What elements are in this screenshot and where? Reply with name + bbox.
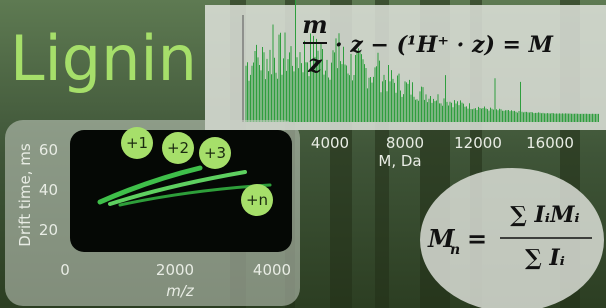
mn-numerator: ∑ IᵢMᵢ xyxy=(510,202,579,228)
eq-denominator: z xyxy=(307,49,323,78)
eq-numerator: m xyxy=(302,10,327,39)
x-tick-label: 4000 xyxy=(253,261,291,279)
y-axis-label: Drift time, ms xyxy=(16,143,34,247)
mn-lhs-sub: n xyxy=(450,242,460,258)
charge-label: +1 xyxy=(126,134,148,152)
x-tick-label: 0 xyxy=(60,261,70,279)
x-tick-label: 16000 xyxy=(526,134,574,152)
eq-rest: · z − (¹H⁺ · z) = M xyxy=(335,32,554,58)
x-axis-label: m/z xyxy=(166,282,195,300)
x-tick-label: 12000 xyxy=(454,134,502,152)
y-tick-label: 60 xyxy=(39,141,58,159)
y-tick-label: 40 xyxy=(39,181,58,199)
x-axis-label: M, Da xyxy=(378,152,421,170)
title: Lignin xyxy=(10,22,197,95)
x-tick-label: 8000 xyxy=(386,134,424,152)
x-tick-label: 2000 xyxy=(156,261,194,279)
charge-label: +n xyxy=(246,191,268,209)
y-tick-label: 20 xyxy=(39,221,58,239)
charge-label: +3 xyxy=(204,144,226,162)
mn-equals: = xyxy=(467,224,487,253)
mn-denominator: ∑ Iᵢ xyxy=(525,245,565,271)
charge-label: +2 xyxy=(167,139,189,157)
x-tick-label: 4000 xyxy=(311,134,349,152)
graphic: m z · z − (¹H⁺ · z) = M 4000 8000 12000 … xyxy=(0,0,606,308)
